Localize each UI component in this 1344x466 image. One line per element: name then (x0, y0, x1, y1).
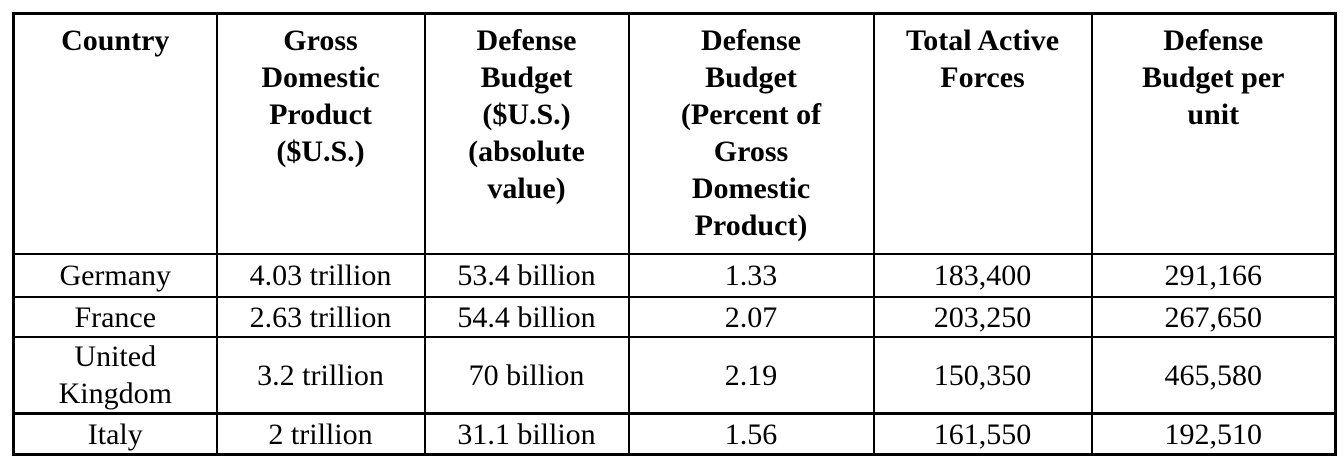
cell-country: Italy (12, 412, 218, 456)
table-header: Country Gross Domestic Product ($U.S.) D… (12, 12, 1337, 255)
table-row-united-kingdom: United Kingdom 3.2 trillion 70 billion 2… (12, 336, 1337, 415)
header-cell-defense-budget-absolute: Defense Budget ($U.S.) (absolute value) (423, 12, 630, 255)
cell-country: United Kingdom (12, 336, 218, 415)
cell-budget-percent: 2.19 (627, 336, 875, 415)
defense-budget-table: Country Gross Domestic Product ($U.S.) D… (12, 12, 1337, 456)
cell-defense-budget: 53.4 billion (423, 253, 630, 298)
header-cell-gdp: Gross Domestic Product ($U.S.) (215, 12, 426, 255)
cell-budget-per-unit: 192,510 (1090, 412, 1337, 456)
cell-country: Germany (12, 253, 218, 298)
cell-budget-percent: 1.56 (627, 412, 875, 456)
cell-active-forces: 183,400 (872, 253, 1093, 298)
header-cell-total-active-forces: Total Active Forces (872, 12, 1093, 255)
cell-gdp: 2 trillion (215, 412, 426, 456)
cell-gdp: 2.63 trillion (215, 296, 426, 338)
header-cell-defense-budget-per-unit: Defense Budget per unit (1090, 12, 1337, 255)
table-row-italy: Italy 2 trillion 31.1 billion 1.56 161,5… (12, 412, 1337, 456)
cell-defense-budget: 31.1 billion (423, 412, 630, 456)
header-cell-country: Country (12, 12, 218, 255)
header-row: Country Gross Domestic Product ($U.S.) D… (12, 12, 1337, 255)
header-cell-defense-budget-percent: Defense Budget (Percent of Gross Domesti… (627, 12, 875, 255)
cell-budget-per-unit: 291,166 (1090, 253, 1337, 298)
cell-active-forces: 161,550 (872, 412, 1093, 456)
cell-gdp: 3.2 trillion (215, 336, 426, 415)
cell-budget-percent: 2.07 (627, 296, 875, 338)
cell-budget-percent: 1.33 (627, 253, 875, 298)
cell-active-forces: 150,350 (872, 336, 1093, 415)
cell-defense-budget: 54.4 billion (423, 296, 630, 338)
table-row-france: France 2.63 trillion 54.4 billion 2.07 2… (12, 296, 1337, 338)
cell-active-forces: 203,250 (872, 296, 1093, 338)
cell-budget-per-unit: 267,650 (1090, 296, 1337, 338)
cell-country: France (12, 296, 218, 338)
cell-gdp: 4.03 trillion (215, 253, 426, 298)
table-body: Germany 4.03 trillion 53.4 billion 1.33 … (12, 253, 1337, 456)
cell-defense-budget: 70 billion (423, 336, 630, 415)
table-row-germany: Germany 4.03 trillion 53.4 billion 1.33 … (12, 253, 1337, 298)
cell-budget-per-unit: 465,580 (1090, 336, 1337, 415)
